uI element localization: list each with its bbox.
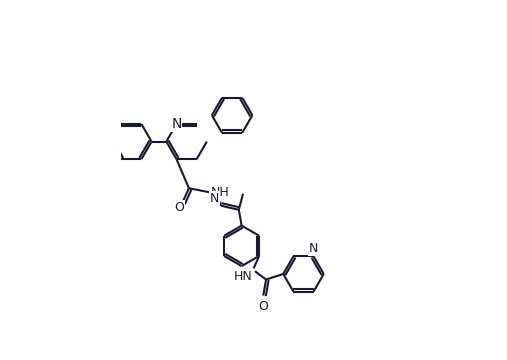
- Text: N: N: [210, 192, 220, 205]
- Text: O: O: [174, 201, 184, 214]
- Text: N: N: [309, 242, 318, 255]
- Text: N: N: [171, 117, 182, 131]
- Text: HN: HN: [233, 270, 252, 283]
- Text: O: O: [259, 300, 268, 313]
- Text: NH: NH: [211, 186, 230, 199]
